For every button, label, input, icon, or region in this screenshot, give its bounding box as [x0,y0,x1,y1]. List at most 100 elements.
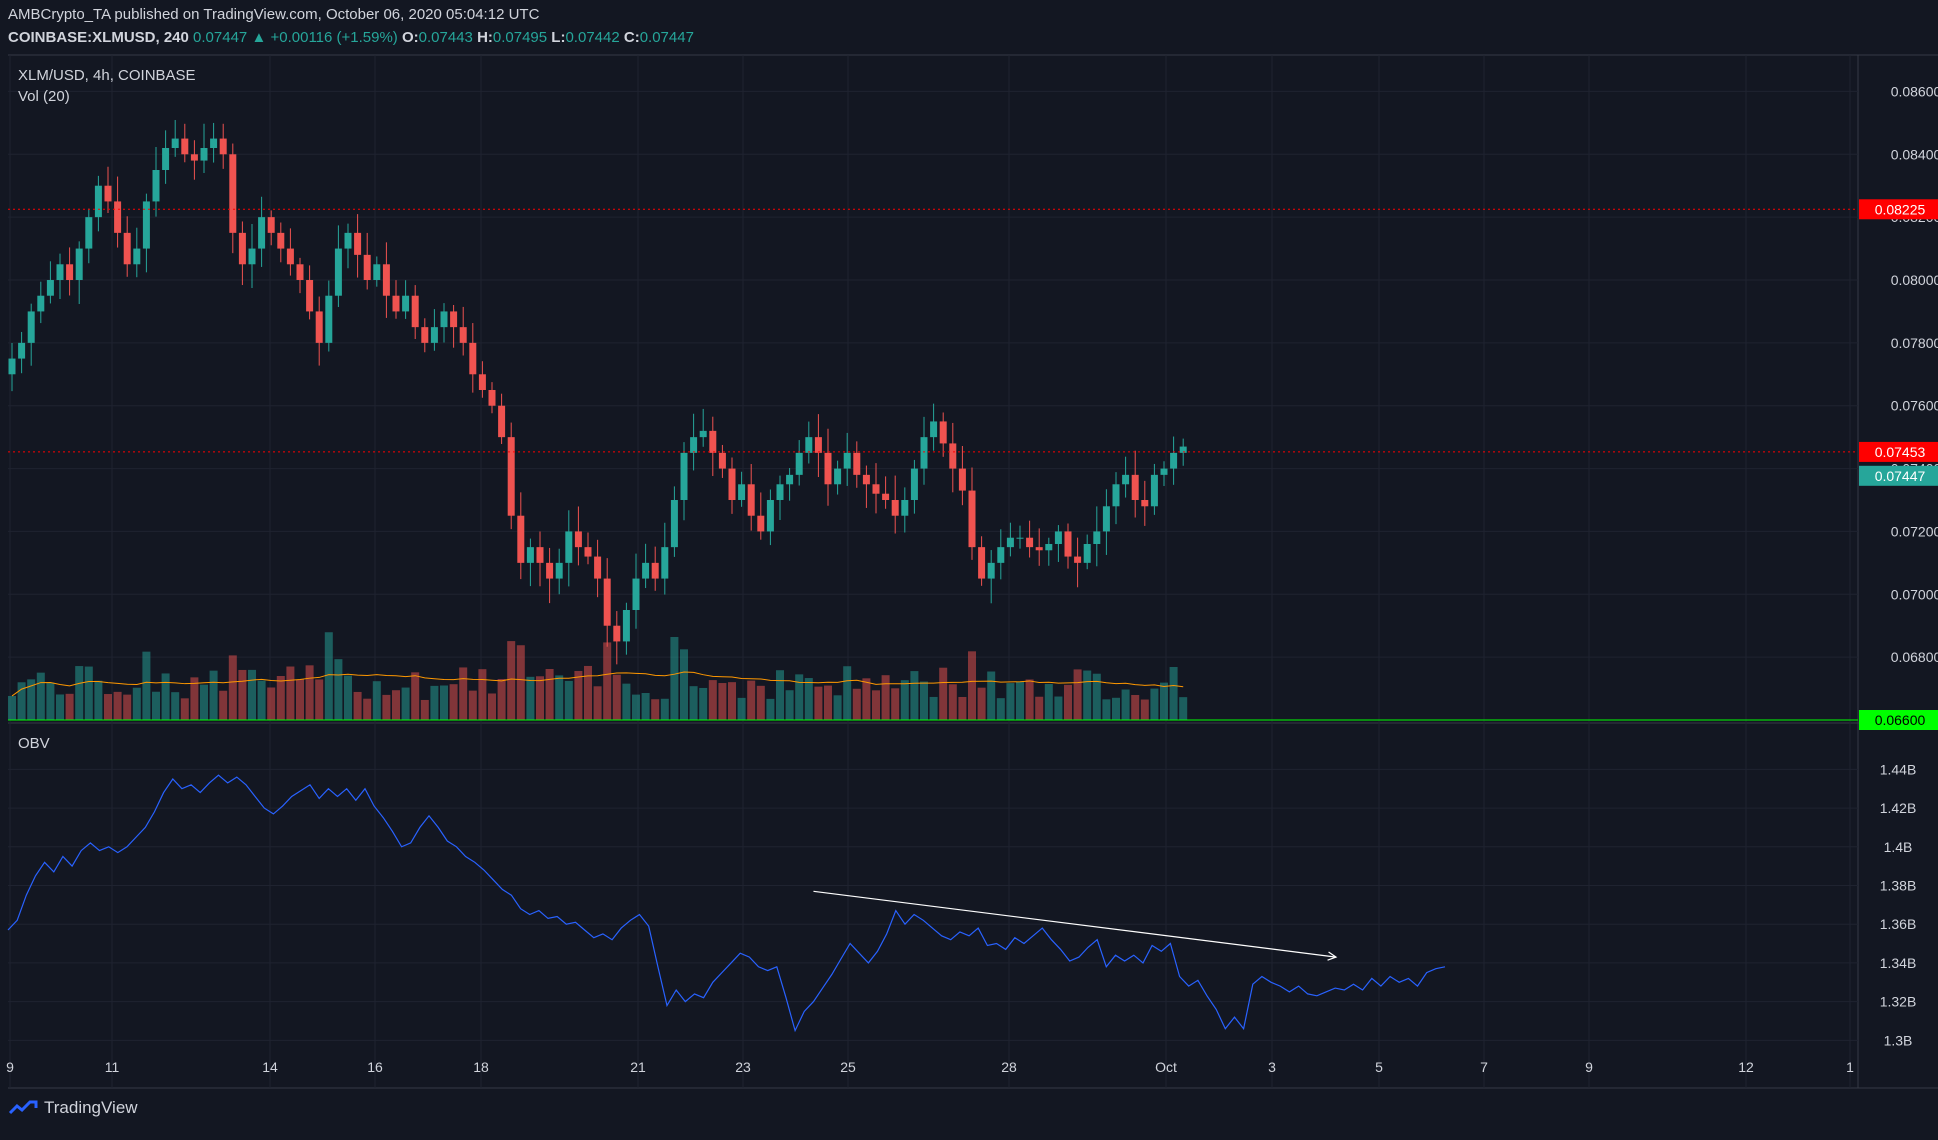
volume-bar [1102,699,1111,720]
candle-body [306,280,314,312]
tradingview-logo-icon [8,1100,38,1115]
volume-bar [776,670,784,720]
volume-bar [545,668,554,720]
candle-body [402,295,410,312]
time-tick-label: 25 [840,1059,856,1075]
candle-body [1122,474,1130,485]
candle-body [776,484,784,500]
candle-body [37,295,45,312]
volume-bar [651,699,660,720]
trendline-arrowhead [1327,951,1338,961]
candle-body [478,374,486,390]
candle-body [373,264,381,280]
candle-body [1083,544,1091,563]
volume-bar [372,681,381,720]
time-tick-label: 9 [6,1059,14,1075]
candle-body [1102,506,1110,532]
volume-bar [228,655,237,720]
volume-bar [161,673,170,720]
candle-body [939,421,947,444]
volume-bar [766,698,775,720]
volume-bar [977,687,986,720]
level-price-label: 0.07453 [1875,444,1926,460]
obv-tick-label: 1.44B [1880,761,1917,777]
price-tick-label: 0.07200 [1891,523,1938,539]
volume-bar [507,641,516,720]
candle-body [1093,531,1101,544]
candle-body [315,311,323,343]
volume-bar [238,669,247,720]
level-price-badge [1859,441,1938,462]
candle-body [757,515,765,532]
volume-bar [171,692,180,720]
candle-body [459,327,467,343]
candle-body [536,547,544,563]
candle-body [411,295,419,328]
candle-body [891,500,899,516]
price-change: +0.00116 (+1.59%) [270,29,398,46]
candle-body [334,248,342,296]
candle-body [1045,544,1053,551]
candle-body [1006,537,1014,548]
volume-bar [958,696,967,720]
candle-body [584,547,592,557]
volume-bar [353,691,362,720]
publisher-line: AMBCrypto_TA published on TradingView.co… [8,6,540,23]
volume-bar [152,691,160,720]
volume-bar [1035,696,1044,720]
volume-bar [8,695,16,720]
high-label: H: [477,29,493,46]
candle-body [286,248,294,265]
volume-bar [286,666,295,720]
volume-bar [728,682,736,720]
candle-body [795,452,803,475]
candle-body [498,405,506,438]
volume-bar [987,671,996,720]
obv-tick-label: 1.34B [1880,955,1917,971]
volume-bar [881,675,890,720]
volume-bar [296,679,304,720]
volume-bar [392,690,400,720]
candle-body [181,138,189,155]
candle-body [661,547,669,579]
volume-bar [248,669,256,720]
close-value: 0.07447 [639,29,694,46]
volume-bar [526,676,535,720]
volume-bar [1025,679,1034,720]
candle-body [728,468,736,500]
high-value: 0.07495 [492,29,548,46]
volume-bar [689,686,698,720]
candle-body [1035,547,1043,551]
volume-bar [814,686,823,720]
volume-label: Vol (20) [18,88,70,105]
volume-bar [660,698,669,720]
tradingview-logo[interactable]: TradingView [8,1098,138,1118]
volume-bar [536,676,544,720]
candle-body [1016,537,1024,539]
volume-ma-line [11,671,1184,697]
level-price-label: 0.06600 [1875,712,1926,728]
level-price-badge [1859,199,1938,220]
time-tick-label: 16 [367,1059,383,1075]
volume-bar [843,666,852,720]
price-tick-label: 0.07600 [1891,398,1938,414]
volume-bar [488,693,496,720]
volume-bar [603,642,612,720]
candle-body [142,201,150,249]
candle-body [1179,446,1187,453]
candle-body [1170,452,1178,469]
candle-body [574,531,582,548]
volume-bar [699,687,708,720]
volume-bar [564,680,573,720]
volume-bar [1083,670,1092,720]
volume-bar [123,694,132,720]
volume-bar [113,691,122,720]
candle-body [152,170,160,202]
volume-bar [430,685,439,720]
last-price-label: 0.07447 [1875,468,1926,484]
volume-bar [344,675,352,720]
obv-line [7,774,1446,1033]
candle-body [1064,531,1072,557]
